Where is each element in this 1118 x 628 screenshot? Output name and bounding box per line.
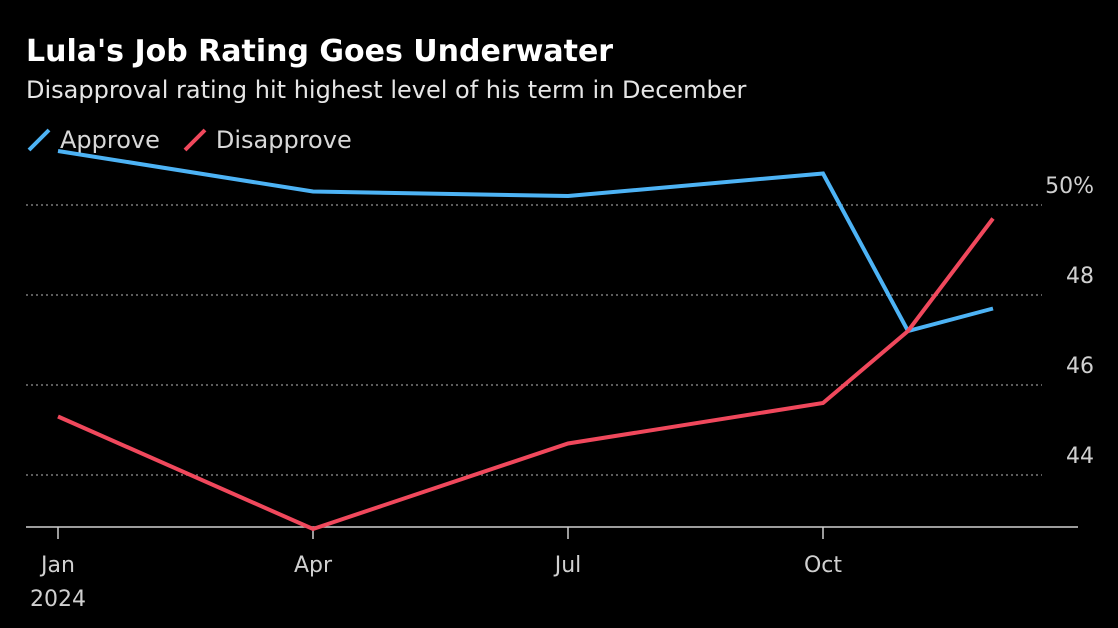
y-tick-label: 46 <box>1066 354 1094 379</box>
legend-item-approve: Approve <box>26 126 160 154</box>
x-tick-label: Jan <box>39 553 75 578</box>
y-tick-label: 48 <box>1066 264 1094 289</box>
chart-subtitle: Disapproval rating hit highest level of … <box>26 76 747 104</box>
legend-swatch-disapprove <box>183 128 207 152</box>
x-tick-label: Oct <box>804 553 842 578</box>
gridlines <box>26 204 1042 476</box>
series-lines <box>57 149 995 532</box>
x-tick-label: Jul <box>553 553 582 578</box>
x-axis <box>26 526 1078 539</box>
series-line-approve <box>57 149 994 334</box>
y-axis-tick-labels: 50% 48 46 44 <box>1045 174 1094 469</box>
chart-title: Lula's Job Rating Goes Underwater <box>26 34 614 69</box>
legend-label-disapprove: Disapprove <box>215 126 352 154</box>
y-tick-label: 50% <box>1045 174 1094 199</box>
x-axis-tick-labels: Jan 2024 Apr Jul Oct <box>30 553 842 612</box>
x-tick-label: Apr <box>294 553 333 578</box>
series-line-disapprove <box>57 217 995 532</box>
x-tick-sublabel: 2024 <box>30 587 86 612</box>
legend-label-approve: Approve <box>60 126 160 154</box>
y-tick-label: 44 <box>1066 444 1094 469</box>
legend: Approve Disapprove <box>26 126 374 154</box>
legend-item-disapprove: Disapprove <box>182 126 352 154</box>
legend-swatch-approve <box>27 128 51 152</box>
